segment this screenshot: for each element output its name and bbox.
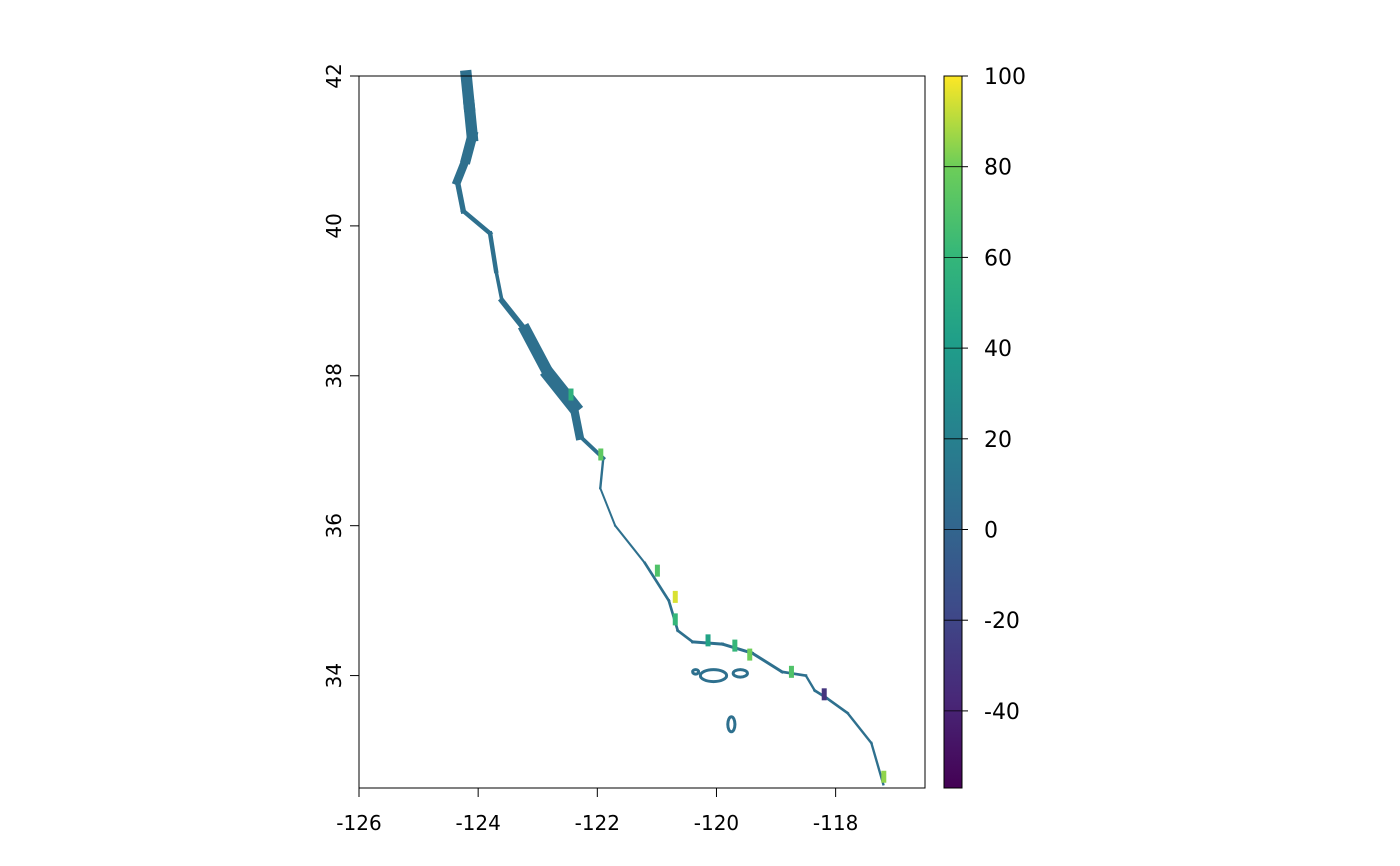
colorbar-tick-label: 60 [984, 246, 1012, 271]
highlight-cell [672, 613, 678, 626]
coastal-band-segment [493, 268, 505, 303]
y-axis: 34 36 38 40 42 [322, 63, 360, 688]
highlight-cell [788, 665, 794, 678]
coastal-band-segment [517, 322, 558, 384]
x-tick-label: -120 [694, 811, 739, 835]
colorbar-tick-label: 0 [984, 519, 998, 544]
y-tick-label: 34 [322, 663, 346, 688]
coastal-band-segment [487, 230, 499, 274]
coastal-band-segment [454, 177, 467, 215]
y-tick-label: 38 [322, 363, 346, 388]
coastal-band-segment [643, 561, 671, 603]
plot-frame [358, 75, 926, 789]
y-tick-label: 36 [322, 513, 346, 538]
y-tick-label: 42 [322, 63, 346, 88]
coastal-band-segment [498, 296, 530, 335]
island-cells [691, 668, 701, 676]
colorbar-gradient [943, 75, 963, 789]
highlight-cell [654, 564, 660, 577]
x-tick-label: -118 [813, 811, 858, 835]
highlight-cell [568, 388, 574, 401]
coastal-band-segment [845, 711, 874, 745]
coastal-band-segment [824, 696, 850, 715]
x-tick-label: -122 [575, 811, 620, 835]
coastal-band-segment [804, 673, 817, 693]
highlight-cell [821, 688, 827, 701]
colorbar-tick-label: 80 [984, 156, 1012, 181]
island-cells [698, 668, 729, 684]
x-tick-label: -124 [455, 811, 500, 835]
coastal-band-segment [750, 651, 785, 674]
highlight-cell [732, 639, 738, 652]
x-tick-label: -126 [336, 811, 381, 835]
coastal-band-segment [675, 628, 695, 644]
highlight-cell [598, 448, 604, 461]
colorbar-tick-label: -20 [984, 609, 1020, 634]
colorbar-tick-label: -40 [984, 700, 1020, 725]
colorbar-tick-label: 40 [984, 337, 1012, 362]
highlight-cell [672, 590, 678, 603]
coastal-band-segment [613, 524, 647, 565]
coastal-band-segment [598, 486, 617, 527]
island-cells [731, 668, 749, 679]
highlight-cell [705, 634, 711, 647]
coastal-band-segment [460, 207, 494, 237]
island-cells [726, 715, 737, 734]
colorbar: -40 -20 0 20 40 60 80 100 [943, 65, 1026, 789]
raster-layer [451, 69, 887, 786]
y-tick-label: 40 [322, 213, 346, 238]
colorbar-tick-label: 20 [984, 428, 1012, 453]
highlight-cell [881, 770, 887, 783]
coastal-band-segment [568, 400, 585, 441]
x-axis: -126 -124 -122 -120 -118 [336, 787, 858, 835]
highlight-cell [747, 648, 753, 661]
coastal-band-segment [598, 456, 605, 490]
colorbar-tick-label: 100 [984, 65, 1026, 90]
coastal-band-segment [451, 153, 472, 187]
coastal-band-segment [540, 366, 584, 416]
